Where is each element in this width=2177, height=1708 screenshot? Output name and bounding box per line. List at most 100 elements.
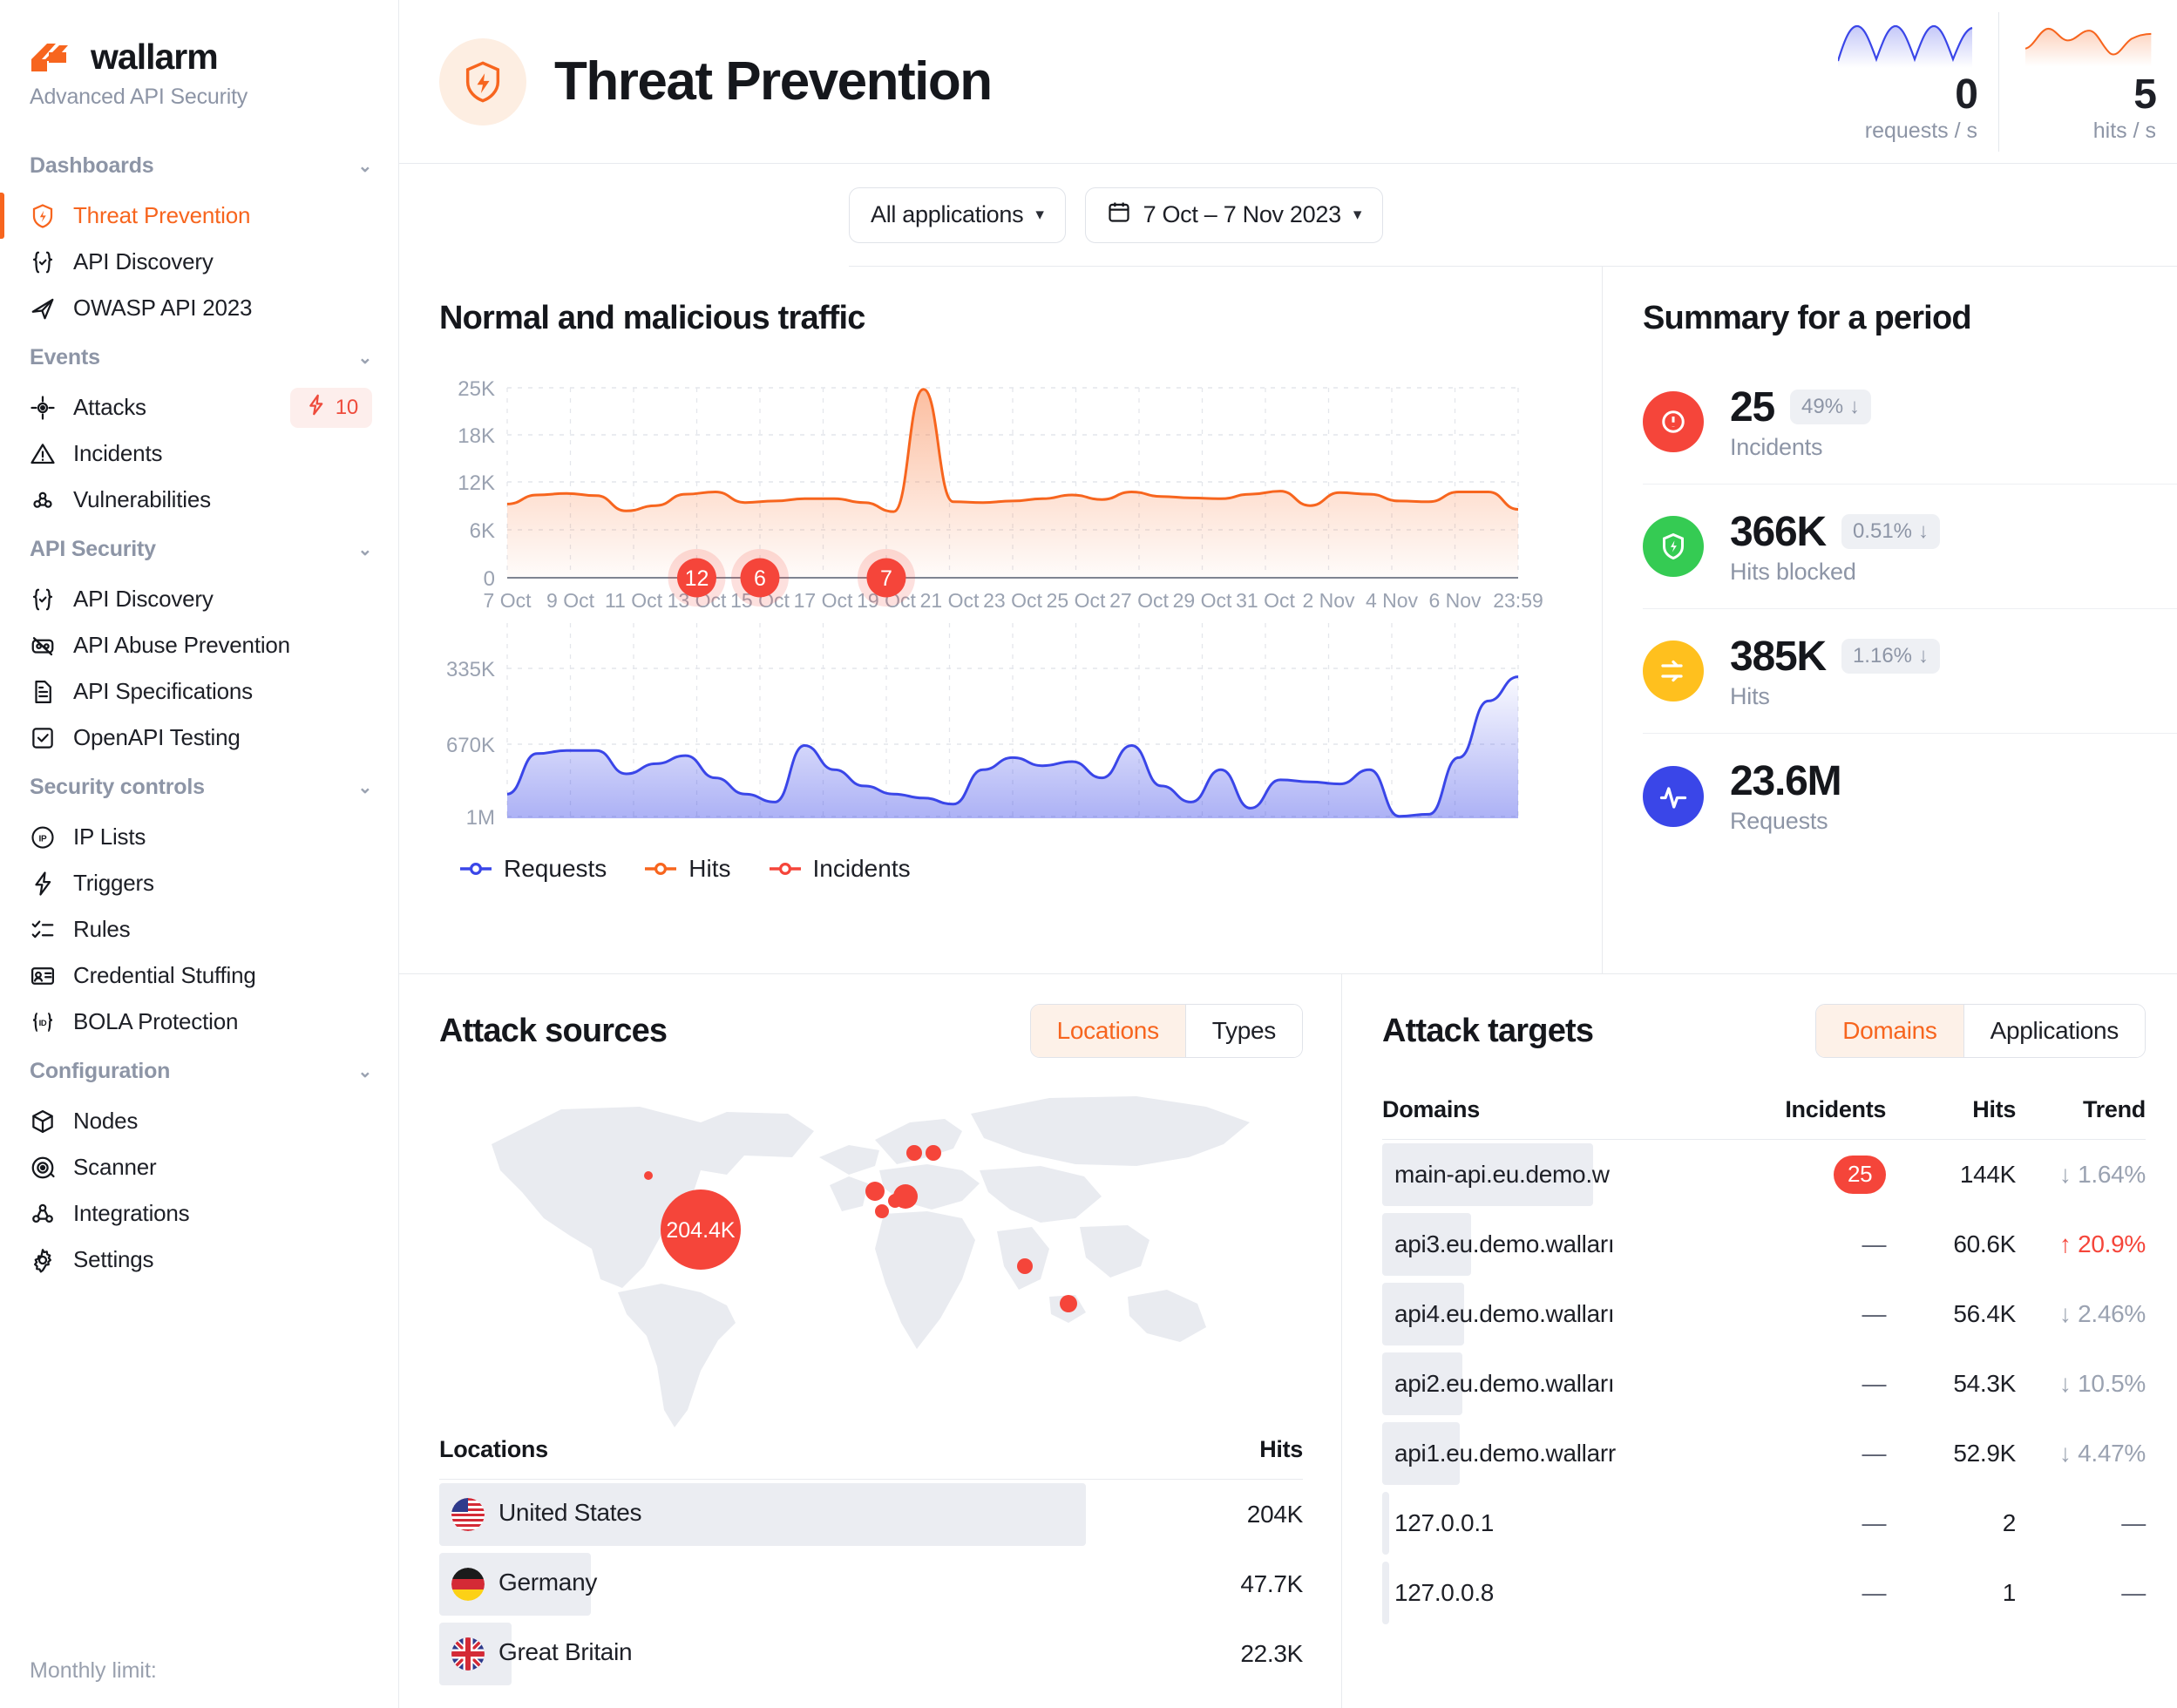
- summary-caption: Requests: [1730, 808, 1828, 834]
- sidebar-item-bola-protection[interactable]: ID BOLA Protection: [0, 999, 398, 1045]
- legend-item-requests[interactable]: Requests: [458, 855, 607, 883]
- sidebar-item-label: Rules: [73, 916, 131, 942]
- trend-value: ↓ 2.46%: [2058, 1299, 2146, 1327]
- location-row[interactable]: Great Britain 22.3K: [439, 1619, 1303, 1689]
- sidebar-item-api-abuse-prevention[interactable]: API Abuse Prevention: [0, 622, 398, 668]
- table-row[interactable]: api2.eu.demo.walları — 54.3K ↓ 10.5%: [1382, 1349, 2146, 1419]
- kpi-hits-s: 5 hits / s: [1998, 12, 2177, 152]
- svg-text:4 Nov: 4 Nov: [1366, 589, 1419, 612]
- location-row[interactable]: United States 204K: [439, 1480, 1303, 1549]
- chevron-down-icon: ▾: [1353, 206, 1362, 224]
- domain-name: api4.eu.demo.walları: [1394, 1299, 1615, 1327]
- kpi-caption: hits / s: [2092, 119, 2156, 144]
- location-row[interactable]: Germany 47.7K: [439, 1549, 1303, 1619]
- summary-caption: Incidents: [1730, 433, 1823, 460]
- kpi-value: 0: [1955, 71, 1978, 118]
- application-filter[interactable]: All applications ▾: [849, 186, 1066, 243]
- sidebar-item-settings[interactable]: Settings: [0, 1237, 398, 1283]
- attack-sources-map[interactable]: 204.4K: [439, 1061, 1303, 1436]
- sidebar-group-label: Dashboards: [30, 153, 154, 178]
- sidebar-group-dashboards[interactable]: Dashboards ⌄: [0, 139, 398, 193]
- table-row[interactable]: api4.eu.demo.walları — 56.4K ↓ 2.46%: [1382, 1279, 2146, 1349]
- sidebar-item-ip-lists[interactable]: IP IP Lists: [0, 814, 398, 860]
- sidebar-item-nodes[interactable]: Nodes: [0, 1098, 398, 1144]
- sidebar-item-scanner[interactable]: Scanner: [0, 1144, 398, 1190]
- summary-row-requests[interactable]: 23.6M Requests: [1643, 734, 2177, 858]
- svg-text:670K: 670K: [446, 734, 495, 757]
- attack-targets-tab-domains[interactable]: Domains: [1816, 1005, 1963, 1057]
- date-range-filter[interactable]: 7 Oct – 7 Nov 2023 ▾: [1084, 186, 1384, 243]
- sidebar-item-api-discovery[interactable]: API Discovery: [0, 239, 398, 285]
- attack-sources-tab-locations[interactable]: Locations: [1030, 1005, 1185, 1057]
- summary-delta: 1.16% ↓: [1841, 639, 1941, 674]
- sidebar-item-threat-prevention[interactable]: Threat Prevention: [0, 193, 398, 239]
- table-row[interactable]: api1.eu.demo.wallarr — 52.9K ↓ 4.47%: [1382, 1419, 2146, 1488]
- svg-text:204.4K: 204.4K: [666, 1218, 736, 1243]
- checklist-icon: [30, 917, 56, 943]
- summary-delta-value: 0.51%: [1852, 519, 1913, 543]
- sidebar-item-openapi-testing[interactable]: OpenAPI Testing: [0, 715, 398, 761]
- sidebar-item-rules[interactable]: Rules: [0, 906, 398, 952]
- sidebar-item-api-specifications[interactable]: API Specifications: [0, 668, 398, 715]
- sidebar-group-events[interactable]: Events ⌄: [0, 331, 398, 384]
- table-row[interactable]: 127.0.0.8 — 1 —: [1382, 1558, 2146, 1628]
- summary-delta-value: 49%: [1801, 395, 1844, 418]
- targets-col-trend: Trend: [2016, 1096, 2146, 1140]
- legend-marker-icon: [769, 862, 801, 876]
- chevron-down-icon: ⌄: [357, 777, 372, 797]
- svg-text:18K: 18K: [458, 424, 495, 448]
- table-row[interactable]: 127.0.0.1 — 2 —: [1382, 1488, 2146, 1558]
- legend-label: Requests: [504, 855, 607, 882]
- id-card-icon: [30, 963, 56, 989]
- sidebar-group-security-controls[interactable]: Security controls ⌄: [0, 761, 398, 814]
- legend-item-hits[interactable]: Hits: [643, 855, 731, 883]
- sidebar-item-api-discovery[interactable]: API Discovery: [0, 576, 398, 622]
- incidents-value: —: [1862, 1578, 1887, 1606]
- sidebar-item-credential-stuffing[interactable]: Credential Stuffing: [0, 952, 398, 999]
- table-row[interactable]: api3.eu.demo.walları — 60.6K ↑ 20.9%: [1382, 1210, 2146, 1279]
- shield-bolt-icon: [30, 203, 56, 229]
- kpi-value: 5: [2133, 71, 2157, 118]
- sidebar-item-attacks[interactable]: Attacks 10: [0, 384, 398, 430]
- chevron-down-icon: ▾: [1035, 206, 1044, 224]
- sidebar-item-owasp-api-2023[interactable]: OWASP API 2023: [0, 285, 398, 331]
- chevron-down-icon: ⌄: [357, 348, 372, 368]
- document-lines-icon: [30, 679, 56, 705]
- attack-sources-tab-types[interactable]: Types: [1184, 1005, 1302, 1057]
- sidebar-item-label: Triggers: [73, 870, 154, 896]
- legend-marker-icon: [645, 862, 677, 876]
- sidebar-group-configuration[interactable]: Configuration ⌄: [0, 1045, 398, 1098]
- bolt-icon: [304, 393, 328, 423]
- targets-table: Domains Incidents Hits Trend main-api.eu…: [1382, 1096, 2146, 1628]
- sidebar-item-integrations[interactable]: Integrations: [0, 1190, 398, 1237]
- sidebar-item-label: Threat Prevention: [73, 202, 251, 228]
- attack-sources-tabs: Locations Types: [1029, 1004, 1303, 1058]
- attack-targets-title: Attack targets: [1382, 1012, 1594, 1049]
- main-content: Threat Prevention 0 requests / s 5 hits / s…: [399, 0, 2177, 1708]
- wallarm-logo-icon: [30, 42, 78, 73]
- filter-bar: All applications ▾ 7 Oct – 7 Nov 2023 ▾: [849, 164, 2177, 267]
- sidebar-item-triggers[interactable]: Triggers: [0, 860, 398, 906]
- legend-item-incidents[interactable]: Incidents: [768, 855, 911, 883]
- sidebar-item-vulnerabilities[interactable]: Vulnerabilities: [0, 477, 398, 523]
- requests-sparkline: [1820, 21, 1977, 73]
- target-icon: [30, 395, 56, 421]
- traffic-chart[interactable]: 25K 18K 12K 6K 0 335K 670K 1M 7 Oct 9 Oct 11 Oct 13…: [439, 356, 1563, 844]
- hits-value: 144K: [1959, 1160, 2017, 1188]
- attack-targets-panel: Attack targets Domains Applications Domai…: [1342, 974, 2177, 1708]
- sidebar: wallarm Advanced API Security Dashboards…: [0, 0, 399, 1708]
- svg-text:1M: 1M: [466, 806, 495, 830]
- hits-value: 60.6K: [1953, 1230, 2017, 1257]
- svg-text:31 Oct: 31 Oct: [1236, 589, 1295, 612]
- table-row[interactable]: main-api.eu.demo.w 25 144K ↓ 1.64%: [1382, 1140, 2146, 1210]
- sidebar-group-api-security[interactable]: API Security ⌄: [0, 523, 398, 576]
- attack-targets-tab-applications[interactable]: Applications: [1963, 1005, 2145, 1057]
- integrations-icon: [30, 1201, 56, 1227]
- sidebar-item-incidents[interactable]: Incidents: [0, 430, 398, 477]
- summary-value: 23.6M: [1730, 758, 1842, 804]
- svg-text:27 Oct: 27 Oct: [1109, 589, 1169, 612]
